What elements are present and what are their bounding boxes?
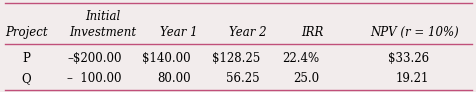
Text: Year 2: Year 2 (229, 26, 266, 39)
Text: 19.21: 19.21 (395, 72, 428, 85)
Text: Investment: Investment (69, 26, 136, 39)
Text: NPV (r = 10%): NPV (r = 10%) (370, 26, 458, 39)
Text: Initial: Initial (85, 10, 120, 23)
Text: 80.00: 80.00 (157, 72, 190, 85)
Text: $33.26: $33.26 (387, 52, 428, 65)
Text: Year 1: Year 1 (160, 26, 197, 39)
Text: –  100.00: – 100.00 (67, 72, 121, 85)
Text: $140.00: $140.00 (142, 52, 190, 65)
Text: –$200.00: –$200.00 (67, 52, 121, 65)
Text: IRR: IRR (301, 26, 323, 39)
Text: Project: Project (5, 26, 48, 39)
Text: Q: Q (21, 72, 31, 85)
Text: 56.25: 56.25 (226, 72, 259, 85)
Text: 25.0: 25.0 (293, 72, 319, 85)
Text: $128.25: $128.25 (211, 52, 259, 65)
Text: 22.4%: 22.4% (282, 52, 319, 65)
Text: P: P (22, 52, 30, 65)
